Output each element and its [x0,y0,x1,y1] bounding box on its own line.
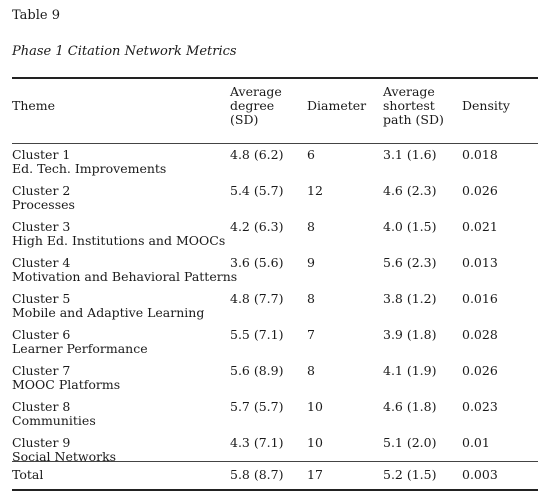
avg-degree-cell: 5.6 (8.9) [230,363,284,378]
cluster-name: MOOC Platforms [12,377,121,392]
table-row: Cluster 6 Learner Performance 5.5 (7.1) 7… [12,328,538,364]
theme-cell: Cluster 8 Communities [12,400,96,428]
table-row: Cluster 2 Processes 5.4 (5.7) 12 4.6 (2.3… [12,184,538,220]
diameter-cell: 7 [307,327,315,342]
density-cell: 0.01 [462,435,490,450]
header-average-degree-line-3: (SD) [230,112,259,127]
total-row: Total 5.8 (8.7) 17 5.2 (1.5) 0.003 [12,468,538,486]
total-avg-shortest-path: 5.2 (1.5) [383,467,437,482]
theme-cell: Cluster 5 Mobile and Adaptive Learning [12,292,204,320]
theme-cell: Cluster 3 High Ed. Institutions and MOOCs [12,220,225,248]
avg-shortest-path-cell: 3.9 (1.8) [383,327,437,342]
diameter-cell: 6 [307,147,315,162]
diameter-cell: 9 [307,255,315,270]
theme-cell: Cluster 9 Social Networks [12,436,116,464]
cluster-name: Processes [12,197,75,212]
table-bottom-rule [12,489,538,491]
theme-cell: Cluster 1 Ed. Tech. Improvements [12,148,166,176]
cluster-label: Cluster 9 [12,435,71,450]
cluster-name: Learner Performance [12,341,148,356]
avg-shortest-path-cell: 3.8 (1.2) [383,291,437,306]
avg-degree-cell: 5.7 (5.7) [230,399,284,414]
header-asp-line-3: path (SD) [383,112,444,127]
cluster-label: Cluster 5 [12,291,71,306]
density-cell: 0.021 [462,219,498,234]
diameter-cell: 10 [307,435,323,450]
avg-degree-cell: 3.6 (5.6) [230,255,284,270]
header-average-degree-line-2: degree [230,98,275,113]
table-label: Table 9 [12,8,60,23]
header-average-degree: Average degree (SD) [230,85,282,127]
cluster-label: Cluster 2 [12,183,71,198]
theme-cell: Cluster 7 MOOC Platforms [12,364,120,392]
total-rule [12,461,538,462]
avg-degree-cell: 4.3 (7.1) [230,435,284,450]
cluster-name: Motivation and Behavioral Patterns [12,269,238,284]
table-row: Cluster 4 Motivation and Behavioral Patte… [12,256,538,292]
header-asp-line-1: Average [383,84,435,99]
table-row: Cluster 1 Ed. Tech. Improvements 4.8 (6.2… [12,148,538,184]
avg-shortest-path-cell: 5.6 (2.3) [383,255,437,270]
cluster-name: Ed. Tech. Improvements [12,161,167,176]
header-theme: Theme [12,98,56,113]
cluster-label: Cluster 3 [12,219,71,234]
cluster-label: Cluster 6 [12,327,71,342]
density-cell: 0.026 [462,363,498,378]
avg-degree-cell: 4.2 (6.3) [230,219,284,234]
cluster-name: Communities [12,413,96,428]
header-diameter: Diameter [307,98,367,113]
table-row: Cluster 7 MOOC Platforms 5.6 (8.9) 8 4.1 … [12,364,538,400]
total-avg-degree: 5.8 (8.7) [230,467,284,482]
avg-shortest-path-cell: 4.6 (1.8) [383,399,437,414]
total-diameter: 17 [307,467,323,482]
table-row: Cluster 5 Mobile and Adaptive Learning 4.… [12,292,538,328]
cluster-label: Cluster 7 [12,363,71,378]
header-average-shortest-path: Average shortest path (SD) [383,85,444,127]
avg-shortest-path-cell: 5.1 (2.0) [383,435,437,450]
avg-shortest-path-cell: 4.0 (1.5) [383,219,437,234]
cluster-name: Mobile and Adaptive Learning [12,305,205,320]
density-cell: 0.028 [462,327,498,342]
header-average-degree-line-1: Average [230,84,282,99]
theme-cell: Cluster 4 Motivation and Behavioral Patte… [12,256,237,284]
table-body: Cluster 1 Ed. Tech. Improvements 4.8 (6.2… [12,148,538,472]
cluster-name: Social Networks [12,449,117,464]
total-density: 0.003 [462,467,498,482]
avg-shortest-path-cell: 3.1 (1.6) [383,147,437,162]
table-top-rule [12,77,538,79]
theme-cell: Cluster 2 Processes [12,184,75,212]
avg-degree-cell: 5.5 (7.1) [230,327,284,342]
document: Table 9 Phase 1 Citation Network Metrics… [12,8,538,491]
diameter-cell: 10 [307,399,323,414]
table-title: Phase 1 Citation Network Metrics [12,44,237,59]
cluster-label: Cluster 8 [12,399,71,414]
density-cell: 0.018 [462,147,498,162]
cluster-label: Cluster 4 [12,255,71,270]
avg-degree-cell: 5.4 (5.7) [230,183,284,198]
cluster-name: High Ed. Institutions and MOOCs [12,233,226,248]
density-cell: 0.023 [462,399,498,414]
diameter-cell: 12 [307,183,323,198]
total-label: Total [12,467,44,482]
diameter-cell: 8 [307,291,315,306]
table-row: Cluster 3 High Ed. Institutions and MOOCs… [12,220,538,256]
table-row: Cluster 9 Social Networks 4.3 (7.1) 10 5.… [12,436,538,472]
avg-degree-cell: 4.8 (6.2) [230,147,284,162]
header-density: Density [462,98,510,113]
diameter-cell: 8 [307,219,315,234]
header-asp-line-2: shortest [383,98,435,113]
density-cell: 0.016 [462,291,498,306]
avg-degree-cell: 4.8 (7.7) [230,291,284,306]
table-row: Cluster 8 Communities 5.7 (5.7) 10 4.6 (1… [12,400,538,436]
avg-shortest-path-cell: 4.1 (1.9) [383,363,437,378]
avg-shortest-path-cell: 4.6 (2.3) [383,183,437,198]
theme-cell: Cluster 6 Learner Performance [12,328,148,356]
density-cell: 0.026 [462,183,498,198]
cluster-label: Cluster 1 [12,147,71,162]
density-cell: 0.013 [462,255,498,270]
header-rule [12,143,538,144]
diameter-cell: 8 [307,363,315,378]
